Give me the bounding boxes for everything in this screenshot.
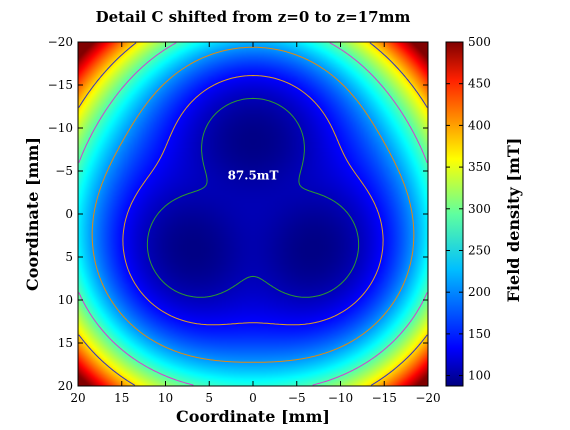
x-tick-label: 10	[158, 391, 173, 405]
y-tick-label: 5	[65, 250, 73, 264]
colorbar-tick-label: 500	[468, 35, 491, 49]
colorbar	[445, 41, 464, 387]
y-axis-ticks: −20 −15 −10 −5 0 5 10 15 20	[48, 35, 428, 393]
contour-annotation: 87.5mT	[228, 168, 279, 182]
colorbar-tick-label: 400	[468, 118, 491, 132]
contour-level-4	[78, 42, 428, 386]
x-tick-label: −10	[328, 391, 353, 405]
contour-level-2	[122, 75, 384, 326]
y-tick-label: 0	[65, 207, 73, 221]
y-tick-label: −10	[48, 121, 73, 135]
colorbar-tick-label: 300	[468, 202, 491, 216]
colorbar-tick-label: 250	[468, 243, 491, 257]
x-tick-label: −20	[415, 391, 440, 405]
y-tick-label: 15	[58, 336, 73, 350]
y-tick-label: −15	[48, 78, 73, 92]
x-tick-label: 5	[205, 391, 213, 405]
x-tick-label: −15	[372, 391, 397, 405]
y-tick-label: 20	[58, 379, 73, 393]
colorbar-label: Field density [mT]	[504, 138, 523, 303]
contour-level-1	[146, 97, 360, 298]
colorbar-tick-label: 350	[468, 160, 491, 174]
y-tick-label: −5	[55, 164, 73, 178]
x-tick-label: 0	[249, 391, 257, 405]
colorbar-tick-label: 100	[468, 369, 491, 383]
y-tick-label: 10	[58, 293, 73, 307]
contour-level-3	[91, 46, 415, 363]
x-tick-label: −5	[288, 391, 306, 405]
contour-lines	[78, 42, 428, 386]
chart-title: Detail C shifted from z=0 to z=17mm	[96, 8, 411, 26]
x-axis-ticks: 20 15 10 5 0 −5 −10 −15 −20	[70, 42, 441, 405]
colorbar-tick-label: 450	[468, 77, 491, 91]
colorbar-ticks: 500 450 400 350 300 250 200 150 100	[446, 35, 491, 383]
x-tick-label: 20	[70, 391, 85, 405]
colorbar-tick-label: 150	[468, 327, 491, 341]
x-axis-label: Coordinate [mm]	[176, 407, 330, 426]
y-axis-label: Coordinate [mm]	[23, 137, 42, 291]
heatmap-image	[78, 42, 428, 386]
x-tick-label: 15	[114, 391, 129, 405]
heatmap-plot-area	[78, 42, 428, 386]
colorbar-tick-label: 200	[468, 285, 491, 299]
contour-level-5	[78, 42, 428, 386]
y-tick-label: −20	[48, 35, 73, 49]
